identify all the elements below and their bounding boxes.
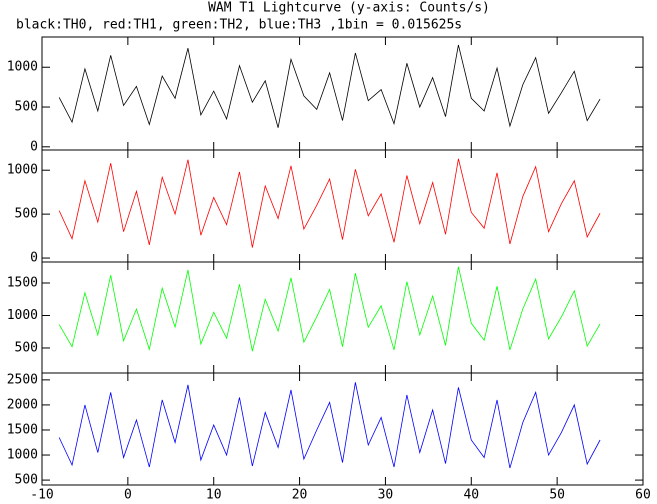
y-tick-label: 500: [15, 473, 38, 488]
y-tick-label: 2000: [7, 397, 38, 412]
lightcurve: [58, 44, 601, 128]
y-tick-label: 1000: [7, 60, 38, 75]
panel-frame: [41, 36, 644, 151]
y-tick-label: 1500: [7, 275, 38, 290]
x-tick-label: 20: [292, 488, 308, 503]
y-tick-label: 1000: [7, 163, 38, 178]
y-tick-label: 1000: [7, 308, 38, 323]
x-tick-label: 30: [378, 488, 394, 503]
y-tick-label: 1000: [7, 448, 38, 463]
lightcurve: [58, 158, 601, 248]
x-tick-label: 0: [124, 488, 132, 503]
chart-subtitle: black:TH0, red:TH1, green:TH2, blue:TH3 …: [16, 18, 462, 33]
y-tick-label: 500: [15, 207, 38, 222]
lightcurve: [58, 266, 601, 352]
x-tick-label: 40: [463, 488, 479, 503]
x-tick-label: 50: [549, 488, 565, 503]
lightcurve: [58, 382, 601, 469]
x-tick-label: 10: [206, 488, 222, 503]
panel-frame: [41, 372, 644, 486]
x-tick-label: 60: [635, 488, 651, 503]
y-tick-label: 0: [30, 139, 38, 154]
y-tick-label: 1500: [7, 422, 38, 437]
panel-frame: [41, 261, 644, 374]
x-tick-label: -10: [30, 488, 53, 503]
chart-title: WAM T1 Lightcurve (y-axis: Counts/s): [208, 1, 490, 16]
y-tick-label: 500: [15, 100, 38, 115]
y-tick-label: 500: [15, 340, 38, 355]
y-tick-label: 0: [30, 251, 38, 266]
y-tick-label: 2500: [7, 372, 38, 387]
